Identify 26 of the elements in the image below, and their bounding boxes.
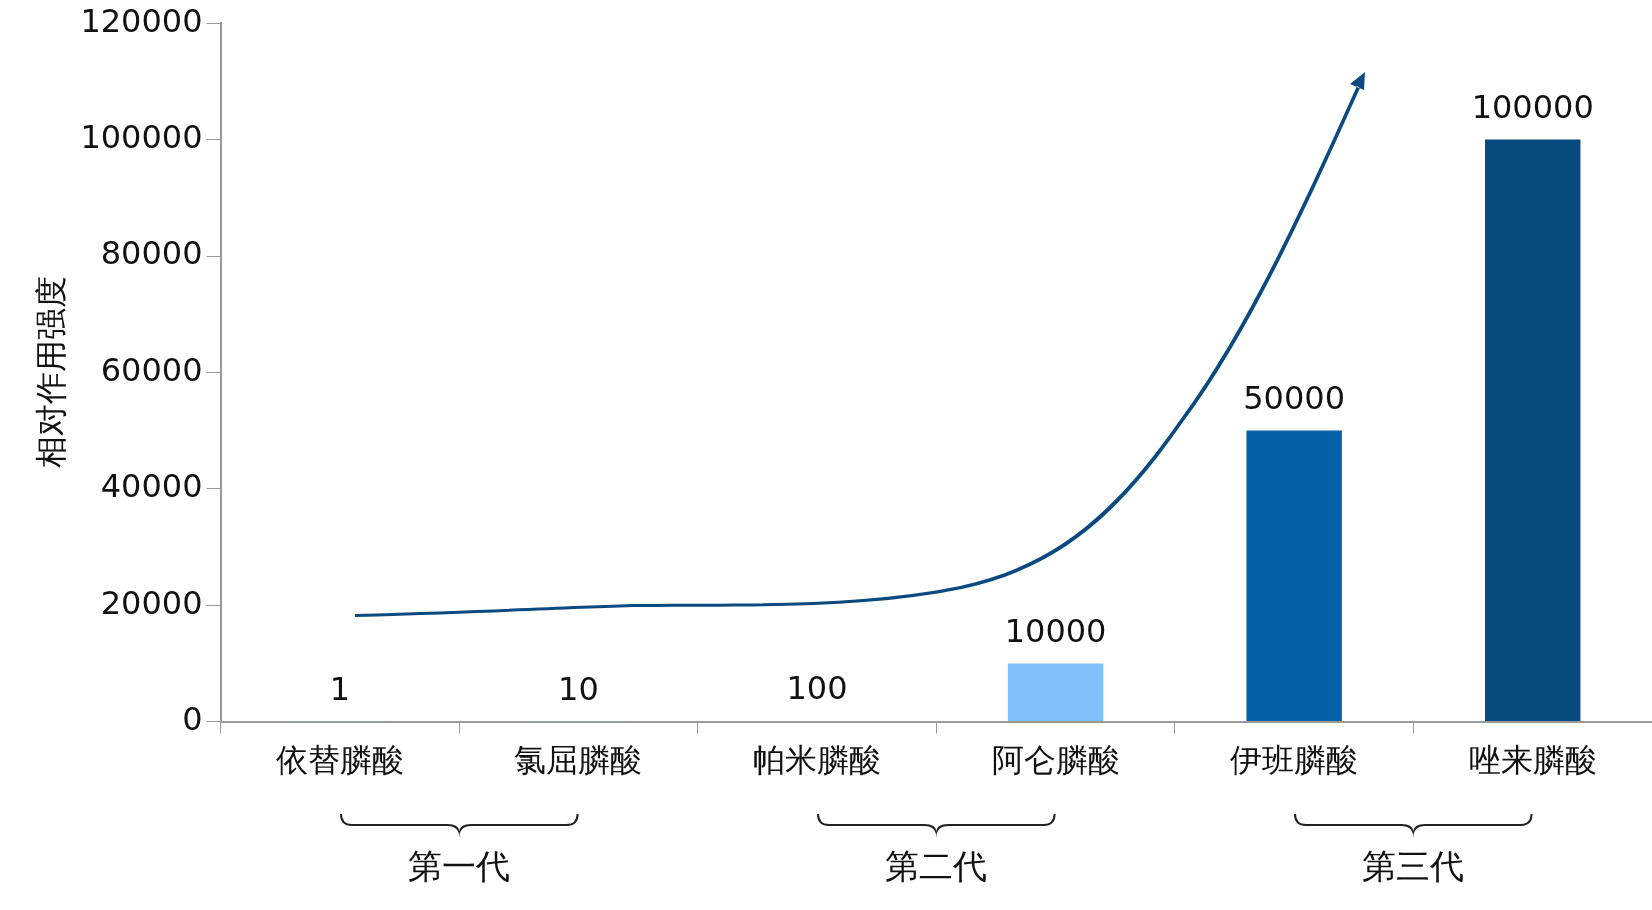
y-tick-label: 120000: [80, 1, 203, 40]
y-tick-label: 0: [182, 699, 203, 738]
data-label: 100: [786, 669, 848, 708]
x-tick-label: 氯屈膦酸: [514, 741, 643, 780]
y-axis-title: 相对作用强度: [31, 276, 70, 469]
x-tick-label: 伊班膦酸: [1230, 741, 1359, 780]
data-label: 10: [558, 669, 599, 708]
x-tick-label: 帕米膦酸: [752, 741, 881, 780]
y-tick-label: 60000: [100, 350, 203, 389]
x-tick-label: 唑来膦酸: [1468, 741, 1597, 780]
y-tick-label: 80000: [100, 234, 203, 273]
bar: [1485, 139, 1581, 722]
x-tick-label: 依替膦酸: [275, 741, 404, 780]
y-tick-label: 20000: [100, 583, 203, 622]
text: 第一代: [408, 845, 511, 888]
bar: [1007, 663, 1104, 722]
text: 第三代: [1362, 845, 1465, 888]
y-tick-label: 100000: [80, 117, 203, 156]
data-label: 100000: [1471, 87, 1594, 126]
data-label: 10000: [1004, 611, 1107, 650]
text: 第二代: [885, 845, 988, 888]
x-tick-label: 阿仑膦酸: [991, 741, 1120, 780]
bar: [1246, 430, 1342, 722]
data-label: 50000: [1243, 378, 1346, 417]
data-label: 1: [329, 669, 351, 708]
y-tick-label: 40000: [100, 467, 203, 506]
